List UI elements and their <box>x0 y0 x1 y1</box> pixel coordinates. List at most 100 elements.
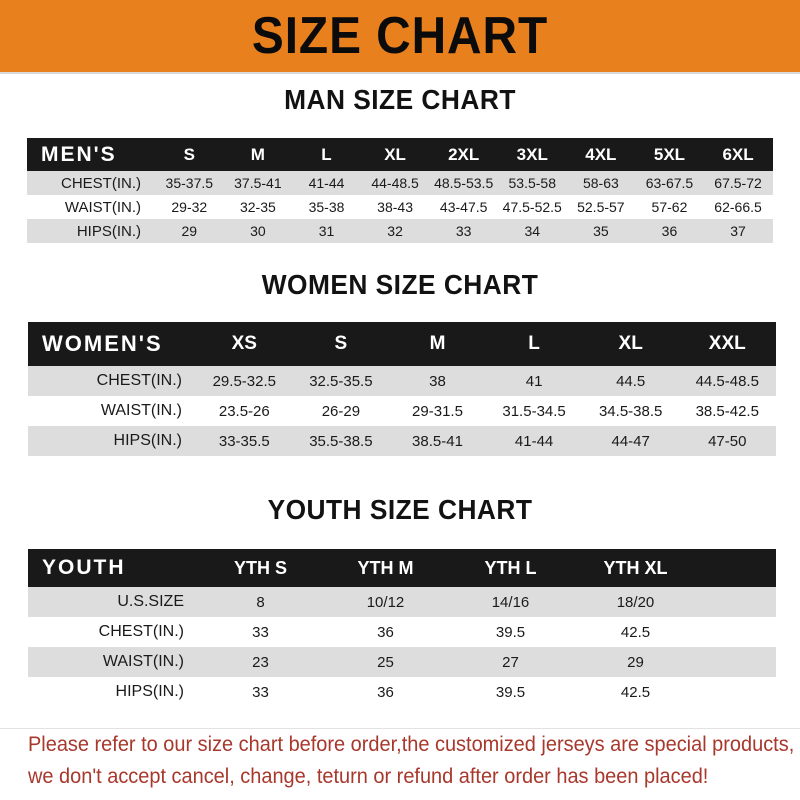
table-row: WAIST(IN.) 23.5-26 26-29 29-31.5 31.5-34… <box>28 396 776 426</box>
men-size-header-cell: XL <box>384 144 406 164</box>
women-cell: 44.5-48.5 <box>695 372 759 390</box>
men-size-header-cell: 3XL <box>516 144 548 164</box>
footer-notice-line-2: we don't accept cancel, change, teturn o… <box>28 765 709 788</box>
youth-size-header-cell: YTH M <box>357 557 414 578</box>
women-cell: 31.5-34.5 <box>502 402 566 420</box>
men-cell: 32 <box>387 223 403 239</box>
women-cell: 26-29 <box>321 402 361 420</box>
youth-cell: 8 <box>256 593 265 611</box>
youth-table-header-row: YOUTH YTH S YTH M YTH L YTH XL <box>28 549 776 587</box>
table-row: HIPS(IN.) 29 30 31 32 33 34 35 36 37 <box>27 219 773 243</box>
men-size-header-cell: 5XL <box>653 144 686 164</box>
men-cell: 35 <box>593 223 609 239</box>
men-size-header-cell: 2XL <box>448 144 480 164</box>
women-cell: 41 <box>525 372 543 390</box>
women-cell: 29-31.5 <box>412 402 463 420</box>
youth-cell: 18/20 <box>616 593 655 611</box>
men-size-header-cell: L <box>321 144 332 164</box>
men-cell: 36 <box>661 223 678 239</box>
women-cell: 47-50 <box>708 432 747 450</box>
men-cell: 30 <box>250 223 266 239</box>
women-cell: 23.5-26 <box>218 402 270 420</box>
men-cell: 44-48.5 <box>371 175 419 191</box>
women-cell: 32.5-35.5 <box>309 372 373 390</box>
youth-size-header-cell: YTH L <box>484 557 537 578</box>
men-cell: 37.5-41 <box>234 175 282 191</box>
women-cell: 38.5-42.5 <box>695 402 759 420</box>
section-title-youth: YOUTH SIZE CHART <box>267 494 533 525</box>
women-cell: 44-47 <box>611 432 650 450</box>
women-cell: 34.5-38.5 <box>598 402 663 420</box>
women-size-header-cell: L <box>528 333 540 354</box>
women-cell: 44.5 <box>616 372 646 390</box>
men-cell: 29-32 <box>171 199 208 215</box>
men-cell: 48.5-53.5 <box>434 175 494 191</box>
section-title-man: MAN SIZE CHART <box>284 84 516 115</box>
women-size-header-cell: XXL <box>708 333 746 354</box>
table-row: HIPS(IN.) 33-35.5 35.5-38.5 38.5-41 41-4… <box>28 426 776 456</box>
men-cell: 34 <box>524 223 541 239</box>
men-table-header-row: MEN'S S M L XL 2XL 3XL 4XL 5XL 6XL <box>27 138 773 171</box>
youth-cell: 36 <box>377 683 394 701</box>
youth-cell: 39.5 <box>495 683 526 701</box>
men-cell: 37 <box>730 223 746 239</box>
table-row: U.S.SIZE 8 10/12 14/16 18/20 <box>28 587 776 617</box>
page-banner: SIZE CHART <box>0 0 800 74</box>
footer-notice-line-1: Please refer to our size chart before or… <box>28 733 795 756</box>
men-size-header-cell: S <box>183 144 195 164</box>
men-cell: 32-35 <box>239 199 276 215</box>
men-size-header-cell: M <box>250 144 265 164</box>
men-cell: 33 <box>455 223 472 239</box>
men-cell: 57-62 <box>651 199 688 215</box>
men-row-label: WAIST(IN.) <box>64 198 141 216</box>
youth-cell: 14/16 <box>491 593 530 611</box>
youth-cell: 39.5 <box>495 623 526 641</box>
youth-size-header-cell: YTH XL <box>603 557 668 578</box>
men-table-header-label: MEN'S <box>41 142 117 166</box>
table-row: CHEST(IN.) 29.5-32.5 32.5-35.5 38 41 44.… <box>28 366 776 396</box>
table-row: CHEST(IN.) 35-37.5 37.5-41 41-44 44-48.5… <box>27 171 773 195</box>
men-size-header-cell: 6XL <box>722 144 754 164</box>
women-size-header-cell: XS <box>231 333 257 354</box>
table-row: WAIST(IN.) 23 25 27 29 <box>28 647 776 677</box>
youth-cell: 29 <box>627 653 644 671</box>
women-row-label: HIPS(IN.) <box>113 432 182 449</box>
men-row-label: CHEST(IN.) <box>61 174 141 192</box>
table-row: CHEST(IN.) 33 36 39.5 42.5 <box>28 617 776 647</box>
men-cell: 35-38 <box>308 199 345 215</box>
women-cell: 33-35.5 <box>218 432 270 450</box>
women-cell: 35.5-38.5 <box>309 432 373 450</box>
women-row-label: WAIST(IN.) <box>100 402 182 419</box>
women-size-header-cell: XL <box>618 333 643 354</box>
women-size-header-cell: M <box>429 333 446 354</box>
youth-row-label: HIPS(IN.) <box>115 683 184 700</box>
men-cell: 43-47.5 <box>439 199 488 215</box>
youth-cell: 42.5 <box>620 623 651 641</box>
youth-size-table: YOUTH YTH S YTH M YTH L YTH XL U.S.SIZE … <box>28 549 776 707</box>
men-size-table: MEN'S S M L XL 2XL 3XL 4XL 5XL 6XL CHEST… <box>27 138 773 243</box>
men-cell: 29 <box>181 223 198 239</box>
table-row: HIPS(IN.) 33 36 39.5 42.5 <box>28 677 776 707</box>
youth-row-label: WAIST(IN.) <box>102 653 184 670</box>
men-cell: 53.5-58 <box>508 175 556 191</box>
youth-cell: 25 <box>377 653 394 671</box>
youth-cell: 36 <box>377 623 394 641</box>
youth-cell: 33 <box>252 683 269 701</box>
women-size-header-cell: S <box>334 333 348 354</box>
men-row-label: HIPS(IN.) <box>76 222 141 240</box>
men-cell: 41-44 <box>308 175 345 191</box>
men-size-header-cell: 4XL <box>585 144 617 164</box>
men-cell: 58-63 <box>582 175 619 191</box>
men-cell: 47.5-52.5 <box>502 199 562 215</box>
men-cell: 31 <box>318 223 335 239</box>
men-cell: 35-37.5 <box>165 175 214 191</box>
youth-size-header-cell: YTH S <box>233 557 287 578</box>
women-cell: 38.5-41 <box>412 432 463 450</box>
youth-row-label: U.S.SIZE <box>117 593 184 610</box>
men-cell: 62-66.5 <box>714 199 762 215</box>
women-table-header-row: WOMEN'S XS S M L XL XXL <box>28 322 776 366</box>
section-title-women: WOMEN SIZE CHART <box>261 269 539 300</box>
women-table-header-label: WOMEN'S <box>42 331 163 356</box>
youth-row-label: CHEST(IN.) <box>98 623 184 640</box>
